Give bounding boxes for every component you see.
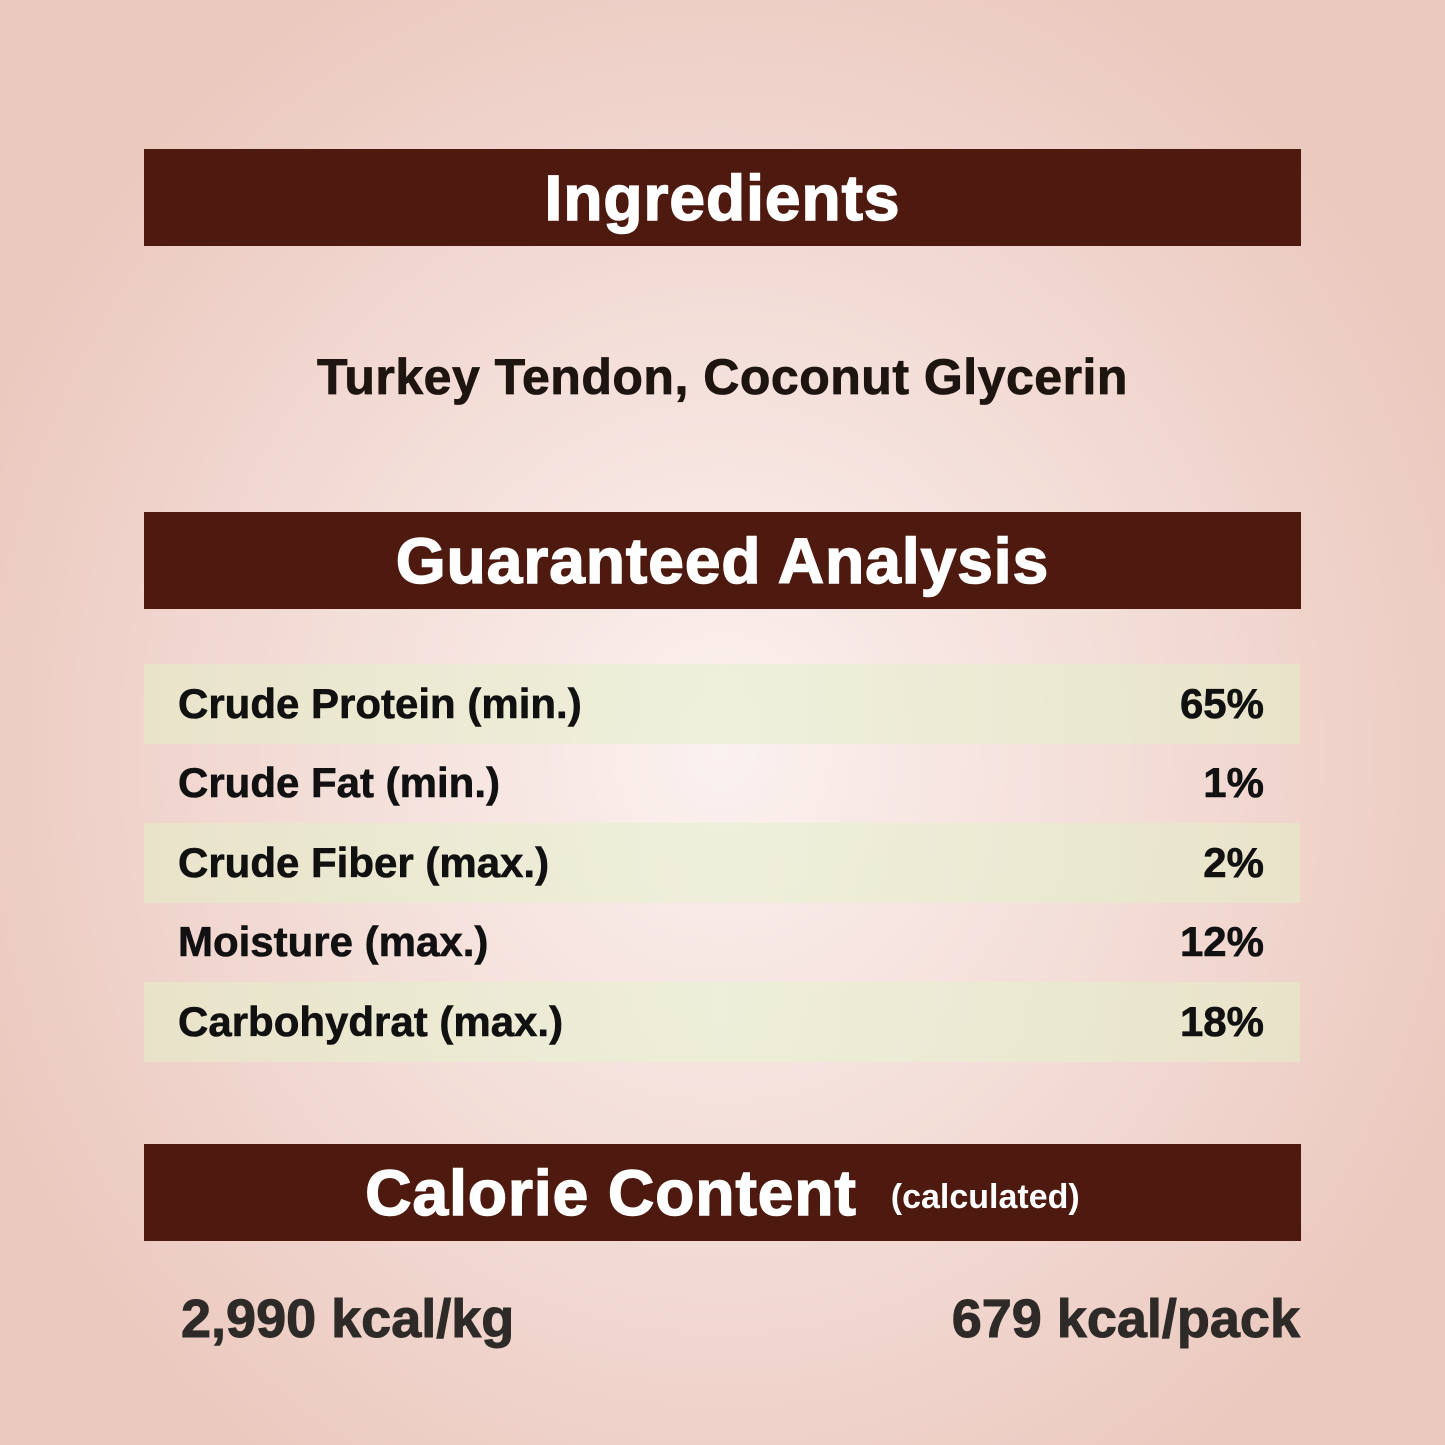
calorie-note: (calculated) — [890, 1178, 1080, 1216]
row-label: Moisture (max.) — [178, 918, 489, 966]
row-label: Crude Protein (min.) — [178, 679, 582, 727]
row-value: 65% — [1179, 679, 1265, 727]
row-label: Crude Fiber (max.) — [178, 838, 550, 886]
calorie-per-pack: 679 kcal/pack — [951, 1289, 1300, 1350]
ingredients-list: Turkey Tendon, Coconut Glycerin — [317, 349, 1128, 406]
row-value: 12% — [1179, 918, 1265, 966]
row-value: 2% — [1203, 838, 1264, 886]
ingredients-title: Ingredients — [544, 161, 901, 235]
analysis-row: Carbohydrat (max.) 18% — [144, 982, 1300, 1062]
row-label: Crude Fat (min.) — [178, 759, 501, 807]
analysis-header: Guaranteed Analysis — [144, 512, 1301, 609]
analysis-table: Crude Protein (min.) 65% Crude Fat (min.… — [144, 664, 1300, 1062]
analysis-title: Guaranteed Analysis — [395, 524, 1050, 598]
calorie-per-kg: 2,990 kcal/kg — [180, 1289, 515, 1350]
analysis-row: Crude Fiber (max.) 2% — [144, 823, 1300, 903]
ingredients-header: Ingredients — [144, 149, 1301, 246]
calorie-title: Calorie Content — [365, 1156, 857, 1230]
calorie-header: Calorie Content (calculated) — [144, 1144, 1301, 1241]
analysis-row: Crude Fat (min.) 1% — [144, 744, 1300, 824]
row-value: 1% — [1203, 759, 1264, 807]
row-label: Carbohydrat (max.) — [178, 997, 564, 1045]
analysis-row: Crude Protein (min.) 65% — [144, 664, 1300, 744]
analysis-row: Moisture (max.) 12% — [144, 903, 1300, 983]
row-value: 18% — [1179, 997, 1265, 1045]
